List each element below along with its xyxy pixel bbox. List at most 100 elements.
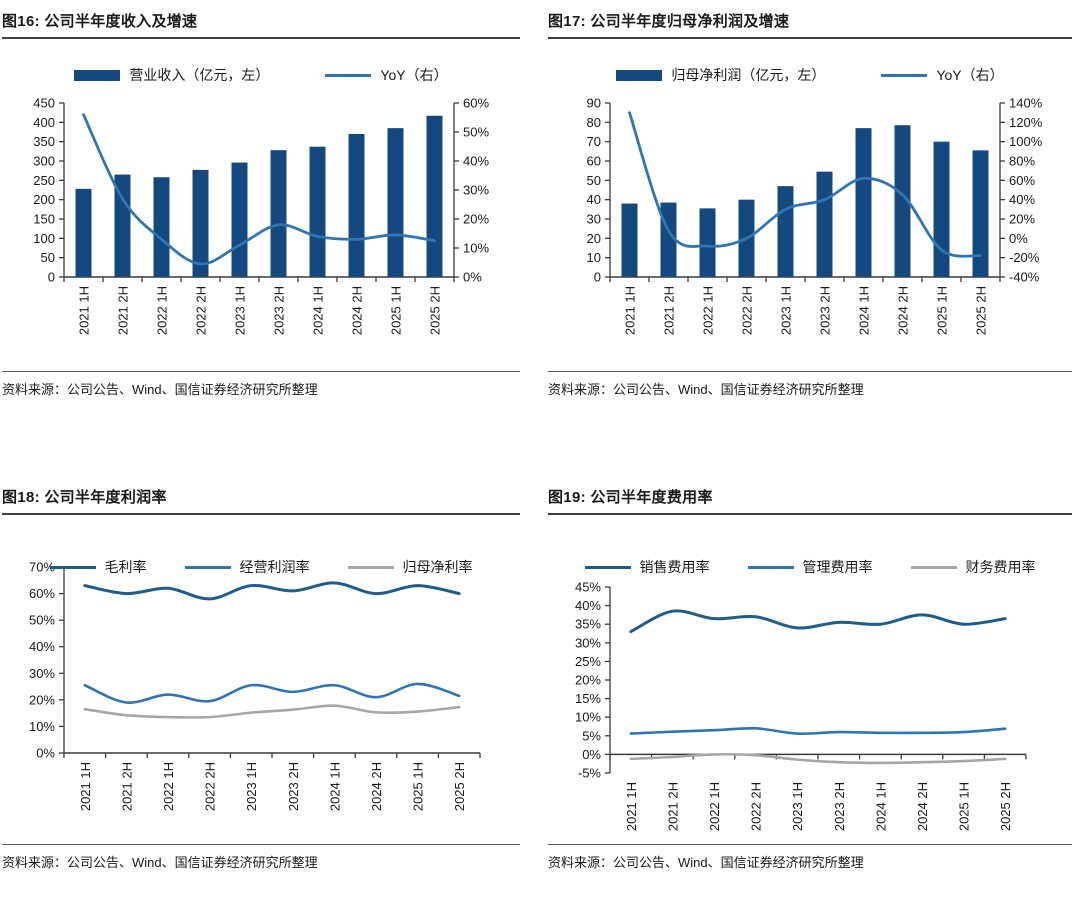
line-series [628, 111, 982, 258]
svg-text:2024 1H: 2024 1H [857, 286, 872, 335]
figure-18-title: 图18: 公司半年度利润率 [2, 484, 520, 515]
svg-text:2023 2H: 2023 2H [272, 286, 287, 335]
svg-text:2023 1H: 2023 1H [233, 286, 248, 335]
svg-text:150: 150 [33, 212, 55, 227]
legend-label: 经营利润率 [239, 559, 310, 575]
svg-text:20%: 20% [1009, 212, 1035, 227]
svg-text:0%: 0% [463, 270, 482, 285]
svg-text:30: 30 [587, 212, 601, 227]
svg-text:2021 2H: 2021 2H [665, 782, 680, 831]
svg-text:2023 2H: 2023 2H [286, 762, 301, 811]
svg-text:5%: 5% [582, 728, 601, 743]
source-note: 资料来源：公司公告、Wind、国信证券经济研究所整理 [548, 382, 864, 397]
source-divider [2, 371, 520, 372]
svg-text:2021 1H: 2021 1H [77, 286, 92, 335]
figure-17-plot: 0 10 20 30 40 50 60 70 80 90 -40% -20% 0% 20% 40% 60% 80… [587, 96, 1043, 336]
svg-text:2025 2H: 2025 2H [428, 286, 443, 335]
svg-text:0%: 0% [1009, 231, 1028, 246]
svg-text:100: 100 [33, 231, 55, 246]
x-axis-labels: 2021 1H 2021 2H 2022 1H 2022 2H 2023 1H 2023 … [78, 762, 467, 811]
svg-text:2022 1H: 2022 1H [161, 762, 176, 811]
svg-text:2025 2H: 2025 2H [452, 762, 467, 811]
bar-series [75, 115, 443, 277]
line-swatch-icon [49, 565, 96, 569]
legend-item: YoY（右） [325, 65, 448, 85]
line-series [83, 704, 461, 719]
svg-text:2024 2H: 2024 2H [915, 782, 930, 831]
line-swatch-icon [881, 73, 928, 77]
figure-17: 图17: 公司半年度归母净利润及增速 归母净利润（亿元，左） YoY（右） 0 10… [548, 8, 1072, 398]
svg-text:80%: 80% [1009, 154, 1035, 169]
svg-text:60%: 60% [29, 586, 55, 601]
legend-label: YoY（右） [380, 67, 448, 83]
svg-text:2025 1H: 2025 1H [935, 286, 950, 335]
line-swatch-icon [910, 565, 957, 569]
figure-16-legend: 营业收入（亿元，左） YoY（右） [2, 65, 520, 85]
line-swatch-icon [347, 565, 394, 569]
svg-text:10: 10 [587, 250, 601, 265]
svg-text:40%: 40% [575, 598, 601, 613]
line-series [629, 726, 1007, 735]
svg-text:-40%: -40% [1009, 270, 1040, 285]
legend-item: 归母净利润（亿元，左） [616, 65, 825, 85]
svg-text:2024 2H: 2024 2H [350, 286, 365, 335]
svg-text:2023 1H: 2023 1H [779, 286, 794, 335]
svg-text:2022 1H: 2022 1H [701, 286, 716, 335]
svg-text:350: 350 [33, 134, 55, 149]
legend-label: 财务费用率 [965, 559, 1036, 575]
legend-label: YoY（右） [936, 67, 1004, 83]
axes: 0 10 20 30 40 50 60 70 80 90 -40% -20% 0% 20% 40% 60% 80… [587, 96, 1043, 285]
figure-17-legend: 归母净利润（亿元，左） YoY（右） [548, 65, 1072, 85]
line-swatch-icon [584, 565, 631, 569]
figure-16-title: 图16: 公司半年度收入及增速 [2, 8, 520, 39]
line-series [629, 609, 1007, 634]
svg-text:0: 0 [594, 270, 601, 285]
svg-text:300: 300 [33, 154, 55, 169]
x-axis-labels: 2021 1H 2021 2H 2022 1H 2022 2H 2023 1H 2023 … [623, 286, 989, 335]
svg-text:40%: 40% [463, 154, 489, 169]
legend-item: 归母净利率 [347, 557, 473, 577]
svg-text:100%: 100% [1009, 134, 1043, 149]
svg-text:0: 0 [48, 270, 55, 285]
figure-17-title: 图17: 公司半年度归母净利润及增速 [548, 8, 1072, 39]
legend-item: 营业收入（亿元，左） [74, 65, 269, 85]
report-page: 图16: 公司半年度收入及增速 营业收入（亿元，左） YoY（右） 0 50 100 1… [2, 8, 1072, 870]
svg-text:70%: 70% [29, 560, 55, 575]
svg-text:20%: 20% [29, 692, 55, 707]
svg-text:60%: 60% [1009, 173, 1035, 188]
svg-text:2021 1H: 2021 1H [78, 762, 93, 811]
legend-label: 销售费用率 [639, 559, 710, 575]
source-note: 资料来源：公司公告、Wind、国信证券经济研究所整理 [2, 855, 318, 870]
svg-text:2022 2H: 2022 2H [740, 286, 755, 335]
legend-label: 归母净利率 [402, 559, 473, 575]
svg-text:2024 2H: 2024 2H [369, 762, 384, 811]
x-axis-labels: 2021 1H 2021 2H 2022 1H 2022 2H 2023 1H 2023 … [77, 286, 443, 335]
svg-text:400: 400 [33, 115, 55, 130]
figure-19-legend: 销售费用率 管理费用率 财务费用率 [548, 557, 1072, 577]
svg-text:2025 1H: 2025 1H [957, 782, 972, 831]
svg-text:20%: 20% [463, 212, 489, 227]
svg-text:2021 2H: 2021 2H [116, 286, 131, 335]
line-swatch-icon [184, 565, 231, 569]
svg-text:10%: 10% [29, 719, 55, 734]
source-divider [548, 844, 1072, 845]
svg-text:50: 50 [41, 250, 55, 265]
svg-text:2024 2H: 2024 2H [896, 286, 911, 335]
svg-text:60%: 60% [463, 96, 489, 111]
svg-text:2021 1H: 2021 1H [624, 782, 639, 831]
line-series [83, 581, 461, 601]
figure-16-plot: 0 50 100 150 200 250 300 350 400 450 0% 10% 20% 30% 40… [33, 96, 489, 336]
svg-text:0%: 0% [36, 746, 55, 761]
bar-series [621, 125, 989, 277]
svg-text:2025 2H: 2025 2H [974, 286, 989, 335]
line-swatch-icon [747, 565, 794, 569]
svg-text:50%: 50% [29, 613, 55, 628]
svg-text:2023 1H: 2023 1H [790, 782, 805, 831]
svg-text:2023 2H: 2023 2H [818, 286, 833, 335]
axes: 0 50 100 150 200 250 300 350 400 450 0% 10% 20% 30% 40… [33, 96, 489, 285]
line-series [629, 752, 1007, 765]
svg-text:30%: 30% [575, 635, 601, 650]
svg-text:2021 1H: 2021 1H [623, 286, 638, 335]
svg-text:0%: 0% [582, 747, 601, 762]
svg-text:40%: 40% [1009, 192, 1035, 207]
